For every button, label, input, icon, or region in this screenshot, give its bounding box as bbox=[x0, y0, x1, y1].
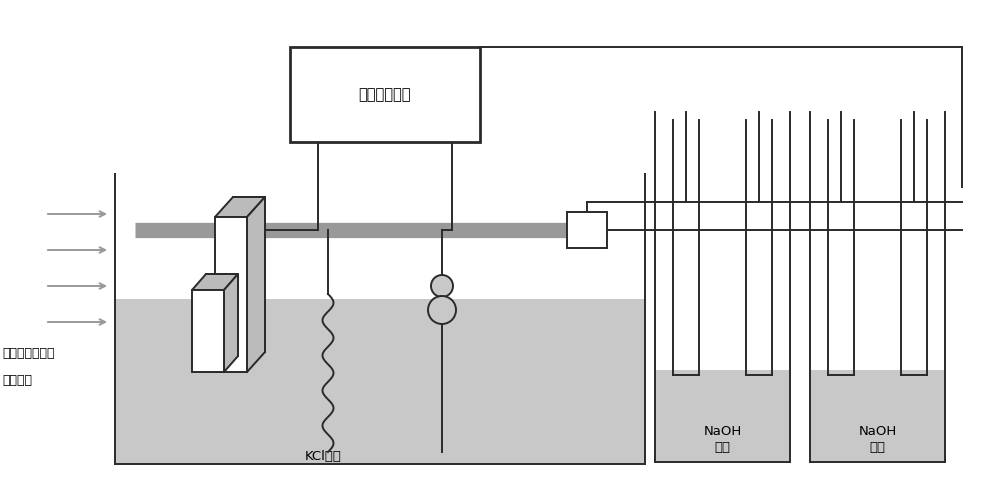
Polygon shape bbox=[247, 197, 265, 372]
Bar bbox=[655, 370, 790, 462]
Polygon shape bbox=[224, 274, 238, 372]
Text: 模拟太阳光照射: 模拟太阳光照射 bbox=[2, 347, 54, 360]
Polygon shape bbox=[215, 197, 265, 217]
Text: NaOH
溶液: NaOH 溶液 bbox=[858, 425, 897, 454]
Polygon shape bbox=[192, 274, 238, 290]
Text: KCl溶液: KCl溶液 bbox=[305, 450, 341, 463]
Text: （氙灯）: （氙灯） bbox=[2, 374, 32, 387]
Bar bbox=[290, 47, 480, 142]
Bar bbox=[810, 370, 945, 462]
Polygon shape bbox=[233, 197, 265, 352]
Text: 电化学工作站: 电化学工作站 bbox=[359, 87, 411, 102]
Bar bbox=[115, 299, 645, 464]
Text: NaOH
溶液: NaOH 溶液 bbox=[703, 425, 742, 454]
Polygon shape bbox=[206, 274, 238, 356]
Bar bbox=[567, 212, 607, 248]
Bar bbox=[215, 217, 247, 372]
Bar bbox=[192, 290, 224, 372]
Circle shape bbox=[428, 296, 456, 324]
Circle shape bbox=[431, 275, 453, 297]
